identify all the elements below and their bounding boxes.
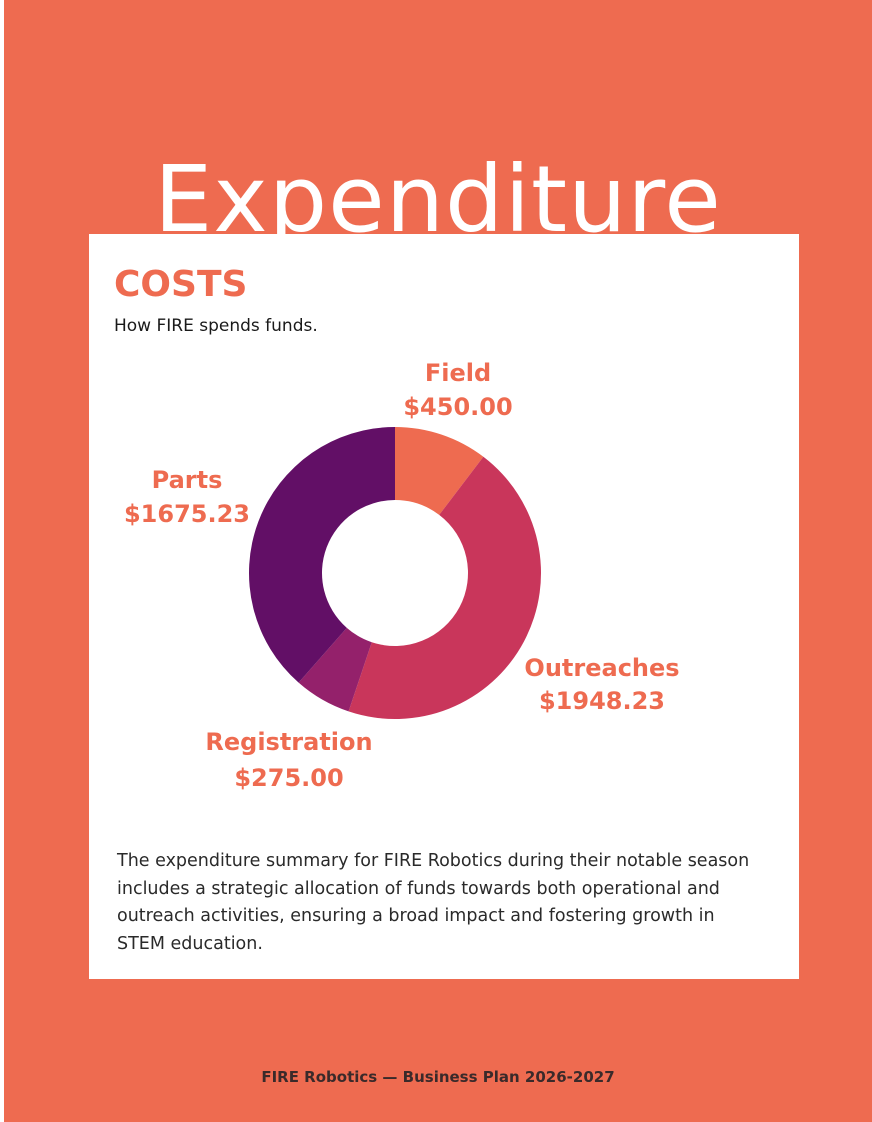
slice-label-outreaches: Outreaches bbox=[524, 654, 679, 682]
slice-value-registration: $275.00 bbox=[234, 764, 343, 792]
costs-subtitle: How FIRE spends funds. bbox=[114, 316, 318, 336]
donut-slice-parts bbox=[249, 427, 395, 683]
donut-slice-outreaches bbox=[348, 456, 542, 720]
slice-label-field: Field bbox=[425, 359, 491, 387]
footer-text: FIRE Robotics — Business Plan 2026-2027 bbox=[261, 1068, 615, 1086]
slice-value-parts: $1675.23 bbox=[124, 500, 250, 528]
donut-slice-registration bbox=[298, 627, 372, 712]
donut-slice-field bbox=[395, 427, 484, 515]
slice-value-field: $450.00 bbox=[403, 393, 512, 421]
slice-value-outreaches: $1948.23 bbox=[539, 687, 665, 715]
expenditure-summary: The expenditure summary for FIRE Robotic… bbox=[117, 851, 750, 954]
costs-heading: COSTS bbox=[114, 264, 248, 305]
slice-label-registration: Registration bbox=[205, 728, 372, 756]
slice-label-parts: Parts bbox=[152, 466, 223, 494]
costs-card bbox=[89, 234, 799, 979]
